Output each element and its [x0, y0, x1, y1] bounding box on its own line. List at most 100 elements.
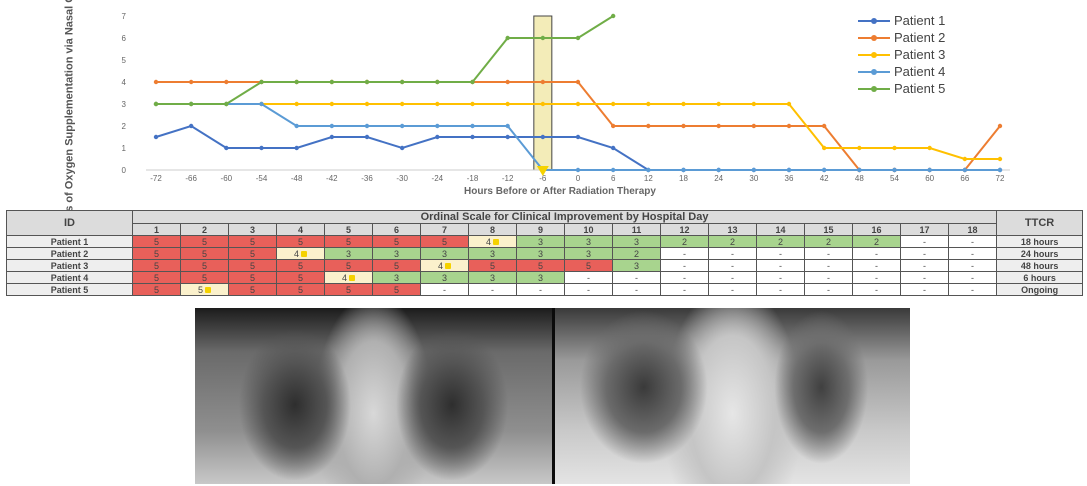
- data-point: [505, 101, 510, 107]
- score-cell: 5: [132, 259, 181, 272]
- data-point: [259, 101, 264, 107]
- score-cell: -: [900, 247, 949, 260]
- score-cell: 2: [804, 235, 853, 248]
- score-cell: 4: [420, 259, 469, 272]
- score-value: -: [779, 260, 782, 271]
- ttcr-cell: Ongoing: [996, 283, 1084, 296]
- score-value: -: [443, 284, 446, 295]
- score-cell: 5: [180, 283, 229, 296]
- id-header: ID: [6, 210, 133, 236]
- score-cell: 5: [372, 259, 421, 272]
- score-cell: -: [852, 283, 901, 296]
- ttcr-cell: 18 hours: [996, 235, 1084, 248]
- table-row: Patient 5 5 5 5 5 5 5 - - - - - - - - - - - - Ongoing: [6, 283, 1084, 296]
- series-line: [156, 103, 1000, 160]
- score-value: 5: [153, 248, 159, 259]
- score-cell: 5: [180, 235, 229, 248]
- data-point: [681, 101, 686, 107]
- x-tick-label: 24: [714, 174, 723, 183]
- data-point: [505, 123, 510, 129]
- score-value: 4: [341, 272, 347, 283]
- score-cell: 2: [852, 235, 901, 248]
- score-value: 5: [393, 284, 399, 295]
- series-line: [156, 15, 614, 105]
- day-header: 18: [947, 223, 998, 236]
- score-value: 3: [633, 236, 639, 247]
- patient-id-cell: Patient 2: [6, 247, 133, 260]
- data-point: [153, 101, 159, 107]
- data-point: [962, 167, 968, 173]
- score-cell: 5: [180, 247, 229, 260]
- data-point: [786, 167, 792, 173]
- score-cell: 5: [180, 271, 229, 284]
- legend-item: Patient 5: [858, 80, 1018, 97]
- score-cell: 5: [228, 235, 277, 248]
- data-point: [364, 134, 370, 140]
- score-value: 5: [249, 248, 255, 259]
- x-axis-label: Hours Before or After Radiation Therapy: [464, 186, 656, 197]
- y-tick-label: 5: [122, 56, 127, 65]
- y-tick-label: 0: [122, 166, 127, 175]
- legend-swatch: [858, 85, 890, 92]
- data-point: [681, 167, 686, 173]
- score-value: 5: [345, 260, 351, 271]
- score-cell: -: [564, 271, 613, 284]
- score-cell: 5: [132, 235, 181, 248]
- table-row: Patient 4 5 5 5 5 4 3 3 3 3 - - - - - - - - - 6 hours: [6, 271, 1084, 284]
- table-title: Ordinal Scale for Clinical Improvement b…: [131, 210, 998, 224]
- score-value: 4: [485, 236, 491, 247]
- score-value: -: [875, 284, 878, 295]
- score-value: 5: [153, 272, 159, 283]
- data-point: [364, 123, 370, 129]
- score-value: 5: [201, 260, 207, 271]
- score-value: 2: [825, 236, 831, 247]
- day-header: 5: [324, 223, 373, 236]
- x-tick-label: 0: [576, 174, 581, 183]
- score-cell: -: [708, 247, 757, 260]
- score-value: -: [971, 236, 975, 247]
- score-value: -: [971, 272, 975, 283]
- data-point: [188, 79, 194, 85]
- data-point: [329, 101, 335, 107]
- score-cell: -: [804, 271, 853, 284]
- data-point: [575, 134, 581, 140]
- y-tick-label: 7: [122, 12, 127, 21]
- score-value: 3: [441, 248, 447, 259]
- score-cell: -: [804, 283, 853, 296]
- score-cell: -: [756, 247, 805, 260]
- score-value: 3: [633, 260, 639, 271]
- legend-label: Patient 4: [894, 64, 946, 79]
- score-value: -: [731, 260, 734, 271]
- score-cell: -: [468, 283, 517, 296]
- score-value: -: [635, 272, 638, 283]
- x-tick-label: 12: [644, 174, 653, 183]
- score-cell: -: [804, 247, 853, 260]
- legend-item: Patient 4: [858, 63, 1018, 80]
- score-cell: 5: [372, 283, 421, 296]
- data-point: [364, 101, 370, 107]
- day-header: 14: [756, 223, 805, 236]
- score-value: 2: [633, 248, 639, 259]
- score-value: -: [923, 236, 926, 247]
- data-point: [259, 145, 264, 151]
- score-value: 3: [489, 248, 495, 259]
- data-point: [927, 167, 932, 173]
- legend-swatch: [858, 17, 890, 24]
- score-cell: 5: [324, 283, 373, 296]
- data-point: [399, 79, 405, 85]
- data-point: [435, 134, 440, 140]
- data-point: [505, 134, 510, 140]
- x-tick-label: 72: [996, 174, 1005, 183]
- data-point: [681, 123, 686, 129]
- data-point: [224, 101, 229, 107]
- x-tick-label: 60: [925, 174, 934, 183]
- data-point: [610, 101, 616, 107]
- score-cell: 5: [516, 259, 565, 272]
- x-tick-label: -66: [185, 174, 197, 183]
- data-point: [294, 123, 299, 129]
- data-point: [435, 123, 440, 129]
- data-point: [821, 145, 827, 151]
- score-value: -: [971, 248, 975, 259]
- data-point: [892, 145, 897, 151]
